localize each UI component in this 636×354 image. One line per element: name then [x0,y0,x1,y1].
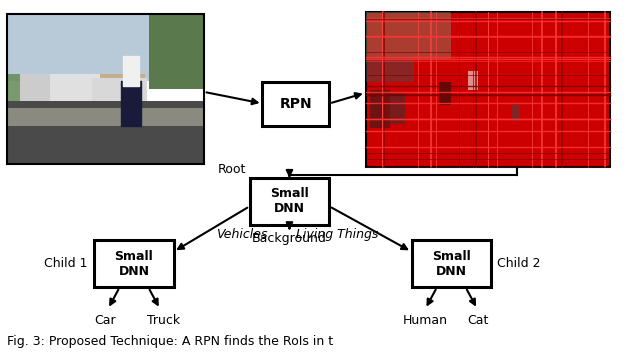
Text: Child 1: Child 1 [45,257,88,270]
FancyBboxPatch shape [263,81,329,126]
Bar [7,108,204,126]
Text: Vehicles: Vehicles [216,228,268,240]
Text: Living Things: Living Things [296,228,378,240]
Bar [7,14,204,164]
Bar [149,14,204,89]
Text: Car: Car [93,314,115,327]
Text: Small
DNN: Small DNN [270,188,309,216]
Text: Small
DNN: Small DNN [114,250,153,278]
Text: RPN: RPN [279,97,312,110]
Bar [366,59,415,82]
Bar [390,93,404,124]
Bar [20,74,59,101]
Text: Background: Background [252,232,327,245]
Bar [7,14,204,81]
Text: Truck: Truck [147,314,180,327]
FancyBboxPatch shape [411,240,491,287]
Bar [366,12,451,59]
Bar [468,71,478,90]
FancyBboxPatch shape [250,178,329,225]
Bar [371,90,390,129]
Bar [36,74,145,96]
Bar [7,74,95,104]
Bar [92,78,147,101]
Bar [50,74,99,101]
Bar [439,82,451,105]
Text: Root: Root [218,163,247,176]
Text: Small
DNN: Small DNN [432,250,471,278]
FancyBboxPatch shape [94,240,174,287]
Text: Child 2: Child 2 [497,257,541,270]
Text: Fig. 3: Proposed Technique: A RPN finds the RoIs in t: Fig. 3: Proposed Technique: A RPN finds … [7,335,333,348]
Bar [512,105,520,121]
Bar [366,12,610,167]
Text: Human: Human [403,314,448,327]
Text: Cat: Cat [467,314,488,327]
Bar [7,101,204,164]
